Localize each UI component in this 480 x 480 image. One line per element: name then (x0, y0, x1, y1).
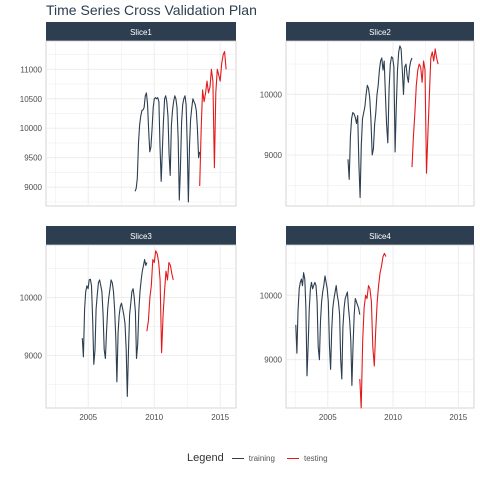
y-tick-label: 9000 (264, 151, 282, 160)
legend-key-training (231, 457, 244, 459)
series-testing-slice1 (199, 51, 227, 187)
x-tick-label: 2005 (319, 413, 337, 422)
strip-label-slice4: Slice4 (369, 232, 391, 241)
legend-title: Legend (187, 452, 224, 464)
panel-border-slice1 (45, 40, 237, 207)
series-training-slice1 (134, 92, 201, 203)
strip-label-slice2: Slice2 (369, 28, 391, 37)
legend: Legend training testing (187, 452, 340, 464)
legend-item-testing: testing (286, 453, 328, 463)
legend-item-training: training (231, 453, 275, 463)
strip-slice3 (46, 226, 236, 245)
y-tick-label: 10000 (20, 293, 43, 302)
y-tick-label: 10000 (260, 90, 283, 99)
series-testing-slice2 (411, 48, 439, 174)
y-tick-label: 9000 (264, 356, 282, 365)
y-tick-label: 9500 (24, 154, 42, 163)
x-tick-label: 2010 (145, 413, 163, 422)
y-tick-label: 10000 (20, 124, 43, 133)
strip-slice2 (286, 22, 474, 41)
strip-slice4 (286, 226, 474, 245)
series-training-slice2 (347, 45, 413, 199)
strip-label-slice3: Slice3 (130, 232, 152, 241)
legend-label-testing: testing (303, 453, 328, 463)
series-testing-slice3 (146, 250, 174, 354)
y-tick-label: 10500 (20, 95, 43, 104)
series-training-slice4 (295, 272, 361, 387)
x-tick-label: 2015 (449, 413, 467, 422)
x-tick-label: 2005 (79, 413, 97, 422)
y-tick-label: 9000 (24, 183, 42, 192)
y-tick-label: 10000 (260, 291, 283, 300)
legend-key-testing (286, 457, 299, 459)
panel-border-slice2 (285, 40, 475, 207)
strip-slice1 (46, 22, 236, 41)
y-tick-label: 11000 (20, 65, 42, 74)
strip-label-slice1: Slice1 (130, 28, 152, 37)
chart-title: Time Series Cross Validation Plan (46, 2, 257, 18)
panel-border-slice4 (285, 244, 475, 409)
x-tick-label: 2015 (211, 413, 229, 422)
y-tick-label: 9000 (24, 352, 42, 361)
legend-label-training: training (248, 453, 275, 463)
x-tick-label: 2010 (384, 413, 402, 422)
series-training-slice3 (81, 259, 148, 397)
series-testing-slice4 (359, 252, 387, 409)
